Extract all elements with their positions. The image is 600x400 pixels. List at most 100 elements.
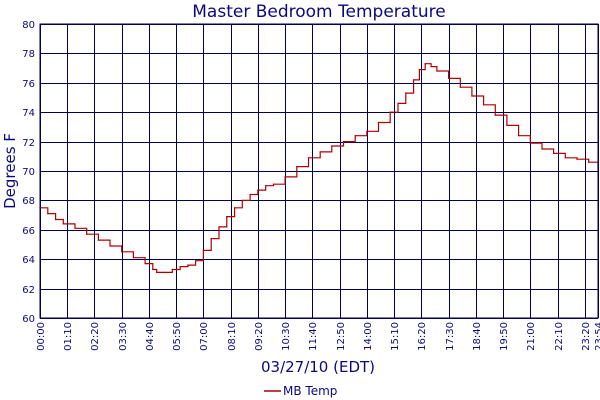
x-tick-labels: 00:00 01:10 02:20 03:30 04:40 05:50 07:00 08:10…: [36, 322, 600, 351]
data-point: [284, 176, 286, 178]
x-tick-label: 03:30: [118, 322, 129, 351]
x-axis-label: 03/27/10 (EDT): [261, 358, 375, 376]
data-point: [377, 121, 380, 124]
x-tick-label: 09:20: [254, 322, 265, 351]
data-point: [436, 70, 438, 72]
data-point: [171, 268, 173, 271]
x-tick-label: 22:10: [554, 322, 565, 351]
data-point: [210, 238, 212, 240]
data-point: [86, 233, 88, 235]
data-point: [366, 130, 368, 132]
x-tick-label: 10:30: [281, 322, 292, 351]
data-point: [564, 157, 566, 159]
chart-title: Master Bedroom Temperature: [192, 2, 445, 22]
x-tick-label: 21:00: [526, 322, 537, 351]
data-point: [518, 135, 520, 137]
data-point: [471, 95, 473, 97]
x-tick-label: 11:40: [308, 322, 319, 351]
x-tick-label: 19:50: [499, 322, 510, 351]
data-point: [121, 251, 123, 253]
data-point: [389, 111, 391, 113]
data-point: [179, 266, 181, 268]
data-point: [74, 227, 76, 229]
data-point: [576, 158, 578, 160]
data-point: [218, 226, 220, 228]
data-point: [307, 157, 310, 159]
x-tick-label: 18:40: [472, 322, 483, 351]
data-point: [506, 124, 508, 126]
x-tick-label: 00:00: [36, 322, 47, 351]
data-point: [241, 199, 243, 201]
x-tick-label: 23:54: [594, 322, 600, 351]
y-tick-label: 78: [22, 49, 35, 60]
y-tick-label: 62: [22, 285, 35, 296]
x-tick-label: 05:50: [172, 322, 183, 351]
y-tick-label: 64: [22, 255, 35, 266]
data-point: [405, 92, 407, 94]
plot-frame: [39, 23, 599, 319]
legend-label-mb-temp: MB Temp: [283, 384, 337, 398]
data-point: [272, 183, 275, 185]
data-point: [195, 260, 197, 262]
data-point: [448, 77, 450, 79]
y-tick-label: 68: [22, 196, 35, 207]
series-layer: [39, 63, 599, 273]
y-tick-label: 60: [22, 314, 35, 325]
data-point: [342, 141, 345, 143]
x-tick-label: 17:30: [445, 322, 456, 351]
data-point: [132, 257, 134, 259]
data-point: [249, 193, 251, 196]
x-tick-label: 01:10: [63, 322, 74, 351]
data-point: [459, 86, 461, 88]
data-point: [202, 249, 204, 251]
data-point: [354, 135, 356, 137]
y-tick-label: 70: [22, 167, 35, 178]
data-point: [319, 151, 321, 153]
y-tick-label: 80: [22, 20, 35, 31]
data-point: [418, 69, 420, 71]
legend: MB Temp: [264, 384, 337, 398]
data-point: [588, 161, 590, 163]
data-point: [187, 264, 189, 266]
x-tick-label: 02:20: [90, 322, 101, 351]
data-point: [413, 79, 415, 81]
data-point: [397, 102, 399, 104]
data-point: [553, 152, 555, 154]
y-tick-label: 76: [22, 79, 35, 90]
data-point: [430, 66, 432, 68]
series-line-mb-temp: [40, 63, 599, 273]
data-point: [541, 148, 543, 150]
y-tick-label: 74: [22, 108, 35, 119]
data-point: [226, 216, 228, 218]
data-point: [109, 245, 111, 247]
data-point: [144, 263, 146, 265]
data-point: [331, 145, 333, 147]
data-point: [62, 223, 64, 225]
x-tick-label: 04:40: [145, 322, 156, 351]
data-point: [152, 268, 154, 271]
data-point: [424, 63, 426, 65]
data-point: [55, 218, 57, 221]
data-point: [483, 104, 485, 106]
x-tick-label: 23:20: [581, 322, 592, 351]
data-point: [156, 271, 158, 273]
y-tick-label: 72: [22, 138, 35, 149]
data-point: [234, 207, 236, 209]
data-point: [257, 189, 259, 191]
data-point: [494, 114, 496, 116]
x-tick-label: 12:50: [336, 322, 347, 351]
x-tick-label: 15:10: [390, 322, 401, 351]
x-tick-label: 14:00: [363, 322, 374, 351]
y-axis-label: Degrees F: [1, 133, 19, 209]
x-tick-label: 07:00: [199, 322, 210, 351]
y-tick-label: 66: [22, 226, 35, 237]
data-point: [163, 271, 166, 273]
data-point: [47, 213, 49, 215]
x-tick-label: 16:20: [417, 322, 428, 351]
data-point: [265, 185, 267, 187]
data-point: [529, 142, 531, 144]
data-point: [296, 166, 298, 168]
data-point: [97, 239, 99, 241]
x-tick-label: 08:10: [227, 322, 238, 351]
